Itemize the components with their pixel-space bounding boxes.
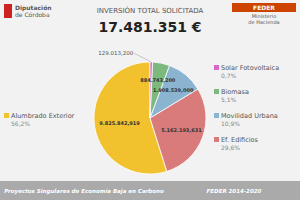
data-label: 884.743,200 xyxy=(140,77,176,83)
logo-text: FEDER xyxy=(253,4,275,11)
share-label: 0,7% xyxy=(221,72,237,79)
data-label: 9.825.842,919 xyxy=(99,120,140,126)
data-label: 129.013,200 xyxy=(98,50,133,56)
share-label: 56,2% xyxy=(11,120,30,127)
category-label: Alumbrado Exterior xyxy=(11,112,75,120)
label-swatch xyxy=(214,89,219,94)
share-label: 29,6% xyxy=(221,144,240,151)
label-swatch xyxy=(214,65,219,70)
title: INVERSIÓN TOTAL SOLICITADA xyxy=(97,6,204,15)
share-label: 5,1% xyxy=(221,96,237,103)
data-label: 5.162.193,631 xyxy=(161,127,202,133)
label-swatch xyxy=(214,137,219,142)
label-swatch xyxy=(214,113,219,118)
category-label: Solar Fotovoltaica xyxy=(221,64,279,72)
logo-text: de Córdoba xyxy=(15,11,50,18)
logo-text: de Hacienda xyxy=(248,19,279,25)
footer-text: Proyectos Singulares de Economía Baja en… xyxy=(4,188,164,195)
footer-bar xyxy=(0,181,300,200)
subtitle: 17.481.351 € xyxy=(98,19,201,35)
data-label: 1.908.539,000 xyxy=(153,87,194,93)
category-label: Ef. Edificios xyxy=(221,136,259,144)
category-label: Biomasa xyxy=(221,88,249,96)
leader-line xyxy=(134,53,151,62)
category-label: Movilidad Urbana xyxy=(221,112,278,120)
share-label: 10,9% xyxy=(221,120,240,127)
footer-text: FEDER 2014-2020 xyxy=(207,188,262,194)
logo-box xyxy=(232,3,296,12)
background xyxy=(0,0,300,200)
chart: Diputaciónde CórdobaFEDERMinisteriode Ha… xyxy=(0,0,300,200)
label-swatch xyxy=(4,113,9,118)
logo-shield xyxy=(4,4,12,18)
pie xyxy=(94,62,206,174)
